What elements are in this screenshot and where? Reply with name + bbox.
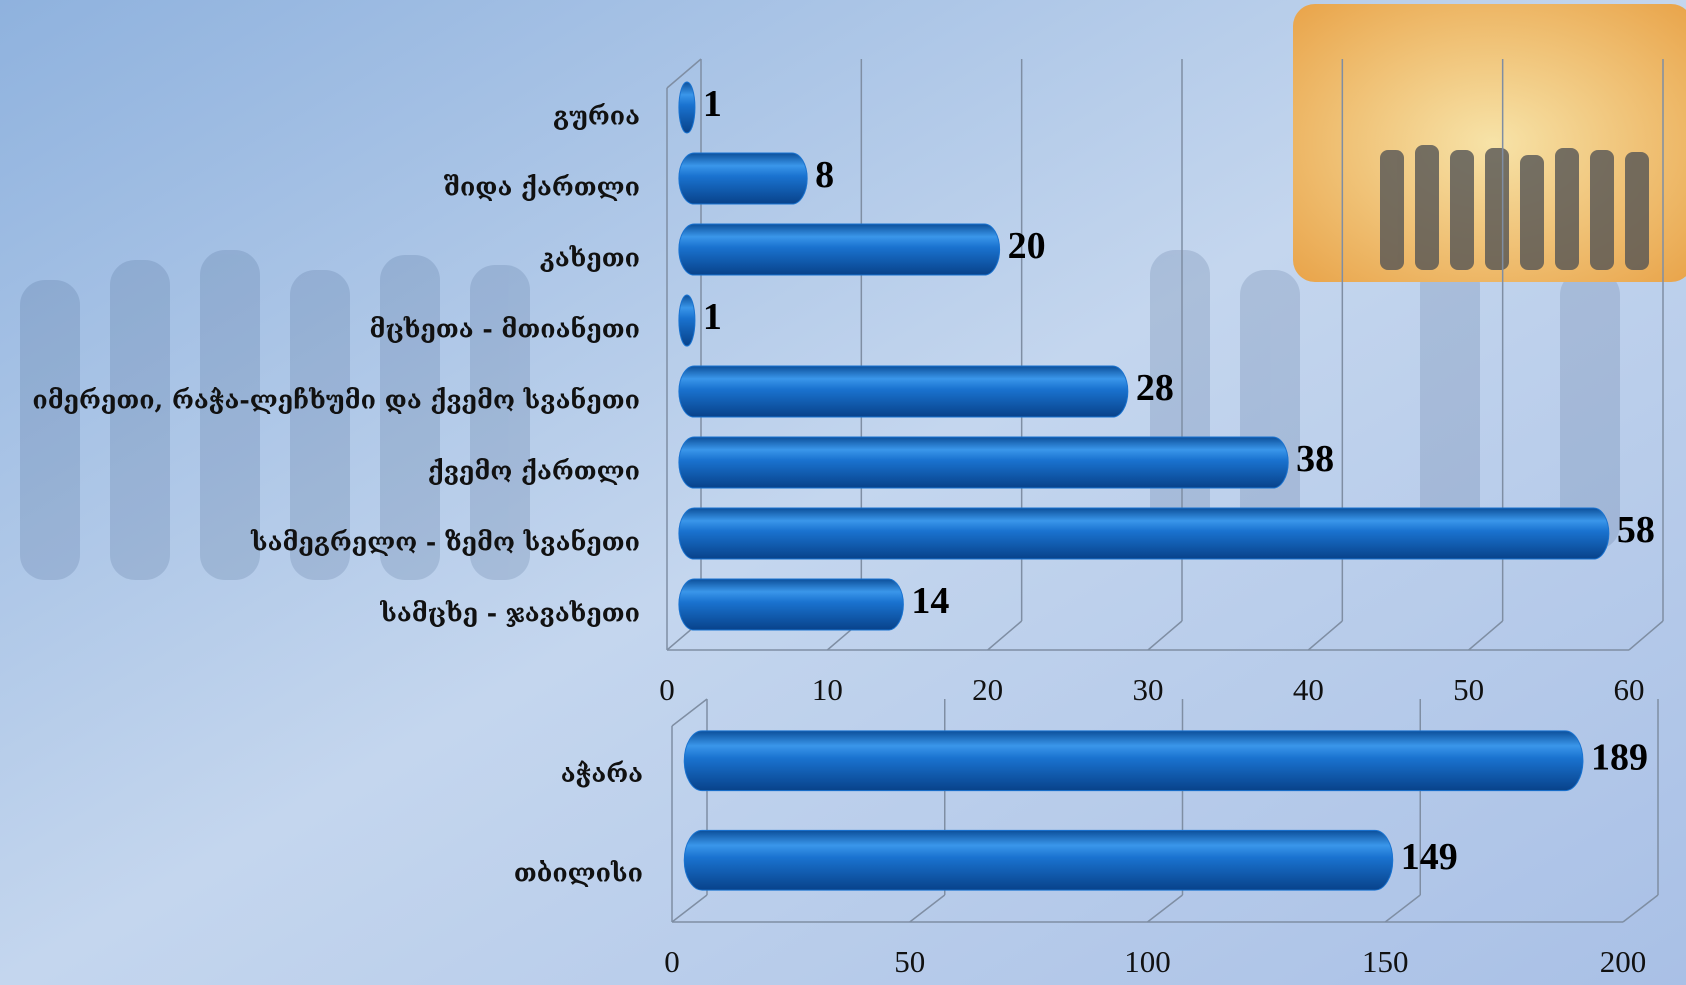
value-label: 1: [703, 296, 722, 338]
bar: [678, 223, 1001, 276]
bar: [683, 829, 1394, 891]
floor-line: [1468, 620, 1504, 651]
value-label: 38: [1296, 438, 1334, 480]
floor-line: [1628, 620, 1664, 651]
category-label: მცხეთა - მთიანეთი: [370, 315, 640, 344]
bar: [678, 436, 1289, 489]
floor-line: [1147, 894, 1183, 923]
bar: [678, 294, 696, 347]
category-label: იმერეთი, რაჭა-ლეჩხუმი და ქვემო სვანეთი: [32, 386, 640, 415]
bar: [678, 152, 808, 205]
silhouettes: [20, 250, 1620, 580]
category-label: კახეთი: [540, 244, 640, 273]
x-tick-label: 0: [659, 672, 675, 707]
x-tick-label: 50: [894, 944, 925, 979]
x-tick-label: 100: [1124, 944, 1171, 979]
value-label: 20: [1008, 225, 1046, 267]
category-label: სამცხე - ჯავახეთი: [379, 599, 640, 628]
axis-line: [671, 698, 708, 727]
x-tick-label: 150: [1362, 944, 1409, 979]
category-label: აჭარა: [561, 759, 643, 788]
category-label: ქვემო ქართლი: [428, 457, 640, 486]
axis-line: [666, 58, 702, 89]
floor-line: [1147, 620, 1183, 651]
x-tick-label: 0: [664, 944, 680, 979]
x-tick-label: 60: [1614, 672, 1645, 707]
x-tick-label: 10: [812, 672, 843, 707]
floor-line: [1384, 894, 1421, 923]
floor-line: [671, 894, 708, 923]
category-label: თბილისი: [514, 859, 643, 888]
bar: [678, 507, 1610, 560]
category-label: სამეგრელო - ზემო სვანეთი: [250, 528, 640, 557]
bar: [678, 578, 904, 631]
x-tick-label: 20: [972, 672, 1003, 707]
x-tick-label: 40: [1293, 672, 1324, 707]
value-label: 14: [911, 580, 949, 622]
category-label: შიდა ქართლი: [444, 173, 640, 202]
category-label: გურია: [553, 102, 640, 131]
floor-line: [1622, 894, 1659, 923]
value-label: 149: [1401, 836, 1458, 878]
photo-people: [1380, 145, 1649, 270]
value-label: 28: [1136, 367, 1174, 409]
bar: [678, 365, 1129, 418]
bar: [678, 81, 696, 134]
floor-line: [909, 894, 946, 923]
floor-line: [987, 620, 1023, 651]
value-label: 1: [703, 83, 722, 125]
bar: [683, 730, 1584, 792]
x-tick-label: 30: [1133, 672, 1164, 707]
floor-line: [1307, 620, 1343, 651]
value-label: 58: [1617, 509, 1655, 551]
value-label: 189: [1591, 736, 1648, 778]
value-label: 8: [815, 154, 834, 196]
x-tick-label: 50: [1453, 672, 1484, 707]
x-tick-label: 200: [1600, 944, 1647, 979]
